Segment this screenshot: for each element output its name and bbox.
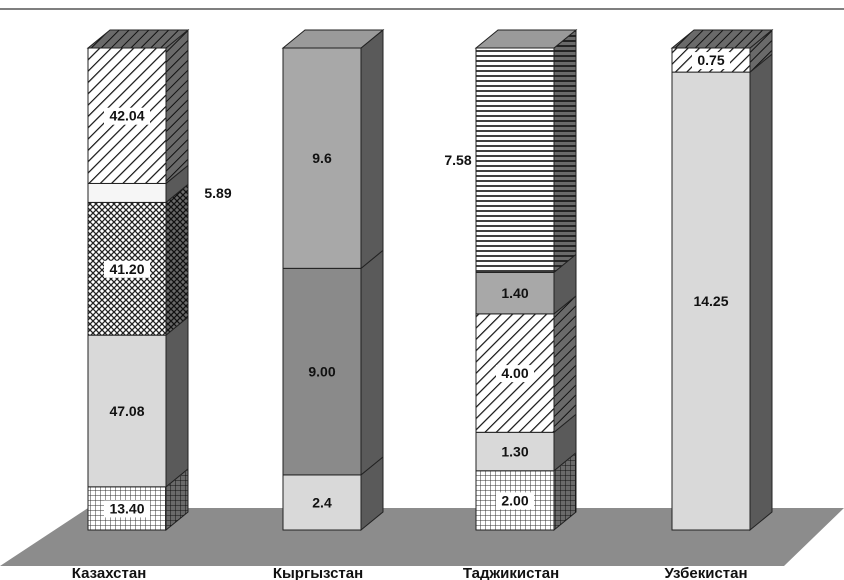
bar-kazakhstan-segment-3 — [87, 182, 167, 203]
bar-kyrgyzstan-segment-1-side — [360, 249, 384, 476]
bar-tajikistan-segment-2-label: 4.00 — [501, 365, 528, 381]
bar-uzbekistan-segment-1-label-bg — [692, 52, 730, 70]
bar-kyrgyzstan-segment-0 — [282, 474, 362, 531]
bar-kazakhstan-segment-2-side — [165, 183, 189, 337]
bar-kazakhstan-segment-3-label: 5.89 — [204, 185, 231, 201]
category-label-kazakhstan: Казахстан — [72, 565, 147, 580]
bar-kazakhstan-top — [86, 29, 190, 49]
bar-tajikistan-segment-4-label: 7.58 — [444, 152, 471, 168]
bar-uzbekistan-segment-0 — [671, 71, 751, 531]
bar-kyrgyzstan-segment-2-label: 9.6 — [312, 150, 332, 166]
labels-group: 13.40 47.08 41.20 5.89 42.04 2.4 9.00 9.6 2.00 1.… — [104, 52, 730, 518]
bar-kazakhstan-segment-0-label: 13.40 — [109, 500, 144, 516]
bar-kazakhstan-segment-0-label-bg — [104, 500, 150, 518]
chart-floor — [0, 508, 844, 566]
bar-tajikistan-segment-1-label: 1.30 — [501, 444, 528, 460]
bar-uzbekistan-segment-0-label: 14.25 — [693, 293, 728, 309]
bar-kazakhstan-segment-1-side — [165, 316, 189, 488]
bar-tajikistan-segment-2-label-bg — [496, 365, 534, 383]
bars-group — [86, 28, 774, 532]
bar-kyrgyzstan-segment-0-label: 2.4 — [312, 494, 332, 510]
bar-kyrgyzstan-segment-1-label: 9.00 — [308, 364, 335, 380]
bar-tajikistan-segment-4-side — [553, 28, 577, 274]
bar-kyrgyzstan-top — [281, 29, 385, 49]
bar-kazakhstan-segment-4-label: 42.04 — [109, 108, 144, 124]
bar-uzbekistan-segment-1-label: 0.75 — [697, 52, 724, 68]
bar-kazakhstan-segment-4-side — [165, 28, 189, 185]
category-label-kyrgyzstan: Кыргызстан — [273, 565, 363, 580]
bar-tajikistan-segment-4 — [475, 47, 555, 273]
bar-tajikistan-segment-2-side — [553, 294, 577, 434]
category-label-tajikistan: Таджикистан — [463, 565, 559, 580]
bar-kyrgyzstan-segment-1 — [282, 267, 362, 476]
bar-tajikistan-segment-0-label: 2.00 — [501, 492, 528, 508]
bar-tajikistan-segment-3 — [475, 271, 555, 315]
bar-tajikistan-segment-0-label-bg — [496, 492, 534, 510]
bar-tajikistan-segment-1 — [475, 431, 555, 472]
bar-kyrgyzstan-segment-2 — [282, 47, 362, 269]
bar-tajikistan-segment-3-label: 1.40 — [501, 285, 528, 301]
bar-kazakhstan-segment-4-label-bg — [104, 107, 150, 125]
bar-kazakhstan-segment-2-label-bg — [104, 260, 150, 278]
category-label-uzbekistan: Узбекистан — [664, 565, 747, 580]
bar-kazakhstan-segment-1-label: 47.08 — [109, 403, 144, 419]
bar-uzbekistan-top — [670, 29, 774, 49]
bar-kyrgyzstan-segment-2-side — [360, 28, 384, 270]
bar-uzbekistan-segment-0-side — [749, 53, 773, 532]
bar-kazakhstan-segment-2-label: 41.20 — [109, 261, 144, 277]
bar-tajikistan-top — [474, 29, 578, 49]
